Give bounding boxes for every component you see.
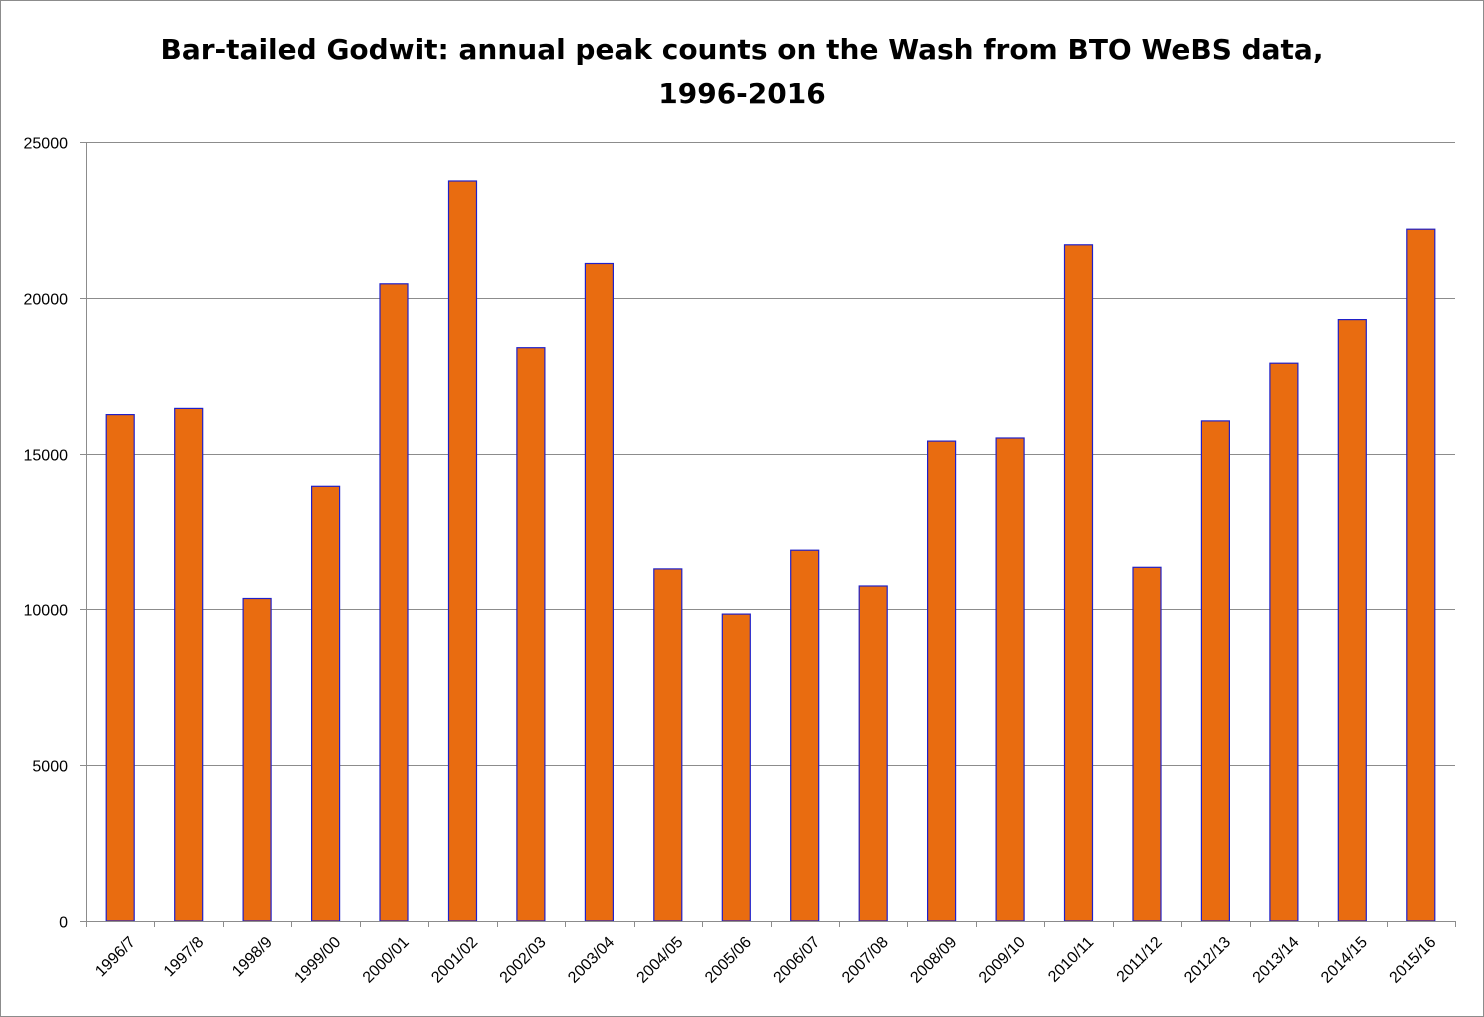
y-tick-label-20000: 20000 bbox=[24, 292, 69, 309]
bar-2006/07 bbox=[790, 549, 820, 922]
x-tick-label-2014/15: 2014/15 bbox=[1318, 934, 1371, 987]
x-tick-label-1997/8: 1997/8 bbox=[161, 934, 208, 981]
bar-2004/05 bbox=[653, 568, 683, 922]
bar-2014/15 bbox=[1337, 319, 1367, 922]
x-tick-label-2007/08: 2007/08 bbox=[839, 934, 892, 987]
bar-2008/09 bbox=[926, 440, 957, 922]
y-tick-labels: 0 5000 10000 15000 20000 25000 bbox=[24, 136, 69, 932]
x-tick-label-2000/01: 2000/01 bbox=[360, 934, 413, 987]
x-tick-label-2013/14: 2013/14 bbox=[1250, 934, 1303, 987]
bar-2007/08 bbox=[858, 585, 888, 922]
y-tick-label-5000: 5000 bbox=[32, 759, 68, 776]
chart-title: Bar-tailed Godwit: annual peak counts on… bbox=[0, 28, 1484, 116]
x-tick-label-2005/06: 2005/06 bbox=[702, 934, 755, 987]
x-tick-label-2010/11: 2010/11 bbox=[1045, 934, 1097, 986]
bar-2003/04 bbox=[584, 262, 615, 922]
x-tick-label-1998/9: 1998/9 bbox=[229, 934, 276, 981]
x-tick-label-2011/12: 2011/12 bbox=[1114, 934, 1166, 986]
chart-title-line-1: Bar-tailed Godwit: annual peak counts on… bbox=[160, 33, 1324, 66]
bar-2012/13 bbox=[1200, 420, 1231, 922]
chart-title-line-2: 1996-2016 bbox=[658, 77, 826, 110]
x-tick-label-2008/09: 2008/09 bbox=[907, 934, 960, 987]
bar-2015/16 bbox=[1406, 228, 1436, 922]
bar-1998/9 bbox=[242, 597, 272, 922]
bar-2011/12 bbox=[1132, 566, 1162, 922]
bar-2009/10 bbox=[995, 437, 1025, 922]
x-tick-label-2012/13: 2012/13 bbox=[1181, 934, 1234, 987]
y-tick-label-10000: 10000 bbox=[24, 603, 69, 620]
bar-2010/11 bbox=[1063, 244, 1094, 922]
x-tick-label-1996/7: 1996/7 bbox=[92, 934, 139, 981]
x-tick-label-2004/05: 2004/05 bbox=[634, 934, 687, 987]
bar-1996/7 bbox=[105, 414, 135, 922]
bar-2005/06 bbox=[721, 613, 751, 922]
x-tick-label-2006/07: 2006/07 bbox=[771, 934, 824, 987]
gridlines bbox=[86, 142, 1455, 766]
bar-2002/03 bbox=[516, 347, 546, 922]
bar-2001/02 bbox=[447, 180, 478, 922]
x-tick-label-2003/04: 2003/04 bbox=[565, 934, 618, 987]
x-tick-label-2001/02: 2001/02 bbox=[428, 934, 481, 987]
axes bbox=[80, 142, 1456, 927]
x-tick-label-2002/03: 2002/03 bbox=[497, 934, 550, 987]
y-tick-label-0: 0 bbox=[59, 915, 68, 932]
bar-1999/00 bbox=[311, 485, 341, 922]
x-tick-label-1999/00: 1999/00 bbox=[291, 934, 344, 987]
x-tick-label-2015/16: 2015/16 bbox=[1387, 934, 1440, 987]
y-tick-label-15000: 15000 bbox=[24, 448, 69, 465]
bar-2013/14 bbox=[1269, 362, 1299, 922]
x-tick-labels: 1996/7 1997/8 1998/9 1999/00 2000/01 2001/02 2… bbox=[92, 934, 1439, 987]
bar-2000/01 bbox=[379, 283, 409, 922]
x-tick-label-2009/10: 2009/10 bbox=[976, 934, 1029, 987]
bars bbox=[105, 180, 1436, 922]
y-tick-label-25000: 25000 bbox=[24, 136, 69, 153]
bar-1997/8 bbox=[174, 407, 204, 922]
